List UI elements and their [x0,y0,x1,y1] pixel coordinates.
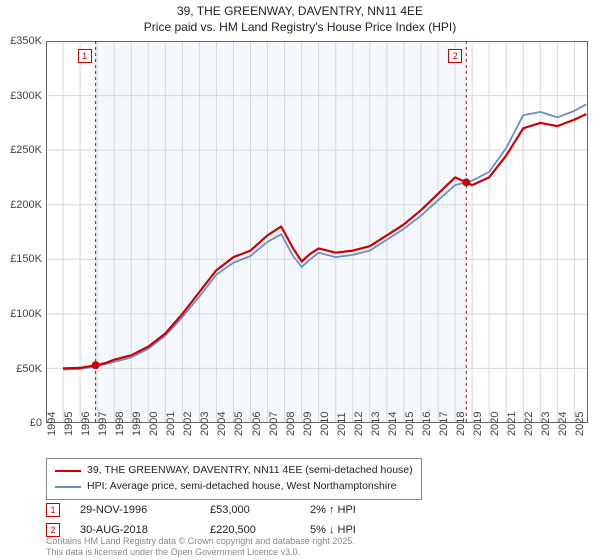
x-tick-label: 2024 [557,412,569,436]
plot-svg [46,41,588,423]
title-block: 39, THE GREENWAY, DAVENTRY, NN11 4EE Pri… [0,0,600,35]
legend-row-price-paid: 39, THE GREENWAY, DAVENTRY, NN11 4EE (se… [55,463,413,479]
x-tick-label: 2010 [319,412,331,436]
legend-swatch-hpi [55,486,81,488]
y-tick-label: £350K [10,35,42,47]
footnote-line-2: This data is licensed under the Open Gov… [46,547,355,558]
footnote: Contains HM Land Registry data © Crown c… [46,536,355,558]
x-tick-label: 2015 [404,412,416,436]
x-tick-label: 2013 [370,412,382,436]
sales-block: 1 29-NOV-1996 £53,000 2% ↑ HPI 2 30-AUG-… [46,500,430,540]
x-tick-label: 2018 [455,412,467,436]
x-tick-label: 1998 [114,412,126,436]
x-tick-label: 1999 [131,412,143,436]
sale-delta-2: 5% ↓ HPI [310,524,430,536]
sale-badge-2: 2 [46,523,60,537]
chart-area: £0£50K£100K£150K£200K£250K£300K£350K 12 [46,41,588,423]
sale-date-1: 29-NOV-1996 [80,504,210,516]
sale-price-1: £53,000 [210,504,310,516]
legend-swatch-price-paid [55,470,81,472]
sale-delta-1: 2% ↑ HPI [310,504,430,516]
y-tick-label: £50K [16,363,42,375]
x-tick-label: 2011 [336,412,348,436]
sale-price-2: £220,500 [210,524,310,536]
x-tick-label: 2019 [472,412,484,436]
x-tick-label: 2022 [523,412,535,436]
x-tick-label: 2000 [148,412,160,436]
y-tick-label: £200K [10,199,42,211]
footnote-line-1: Contains HM Land Registry data © Crown c… [46,536,355,547]
x-tick-label: 1996 [80,412,92,436]
x-tick-label: 2017 [438,412,450,436]
x-tick-label: 2009 [302,412,314,436]
title-line-2: Price paid vs. HM Land Registry's House … [0,20,600,36]
x-tick-label: 2004 [216,412,228,436]
sale-badge-1: 1 [46,503,60,517]
x-tick-label: 2023 [540,412,552,436]
legend-label-hpi: HPI: Average price, semi-detached house,… [87,479,397,495]
sale-date-2: 30-AUG-2018 [80,524,210,536]
sale-row-1: 1 29-NOV-1996 £53,000 2% ↑ HPI [46,500,430,520]
x-tick-label: 1997 [97,412,109,436]
x-tick-label: 1994 [46,412,58,436]
x-tick-label: 2003 [199,412,211,436]
chart-container: 39, THE GREENWAY, DAVENTRY, NN11 4EE Pri… [0,0,600,560]
x-tick-label: 2008 [285,412,297,436]
x-tick-label: 2002 [182,412,194,436]
legend-box: 39, THE GREENWAY, DAVENTRY, NN11 4EE (se… [46,458,422,500]
legend-label-price-paid: 39, THE GREENWAY, DAVENTRY, NN11 4EE (se… [87,463,413,479]
y-tick-label: £0 [30,417,42,429]
y-tick-label: £300K [10,90,42,102]
x-axis-labels: 1994199519961997199819992000200120022003… [46,422,588,458]
x-tick-label: 2021 [506,412,518,436]
x-tick-label: 2014 [387,412,399,436]
x-tick-label: 2006 [251,412,263,436]
legend-row-hpi: HPI: Average price, semi-detached house,… [55,479,413,495]
x-tick-label: 2016 [421,412,433,436]
y-axis-labels: £0£50K£100K£150K£200K£250K£300K£350K [0,41,44,423]
chart-marker-badge: 1 [78,49,92,63]
x-tick-label: 2001 [165,412,177,436]
y-tick-label: £100K [10,308,42,320]
y-tick-label: £250K [10,144,42,156]
x-tick-label: 2025 [574,412,586,436]
x-tick-label: 2007 [268,412,280,436]
y-tick-label: £150K [10,253,42,265]
title-line-1: 39, THE GREENWAY, DAVENTRY, NN11 4EE [0,4,600,20]
x-tick-label: 2020 [489,412,501,436]
x-tick-label: 2005 [233,412,245,436]
x-tick-label: 1995 [63,412,75,436]
chart-marker-badge: 2 [448,49,462,63]
x-tick-label: 2012 [353,412,365,436]
